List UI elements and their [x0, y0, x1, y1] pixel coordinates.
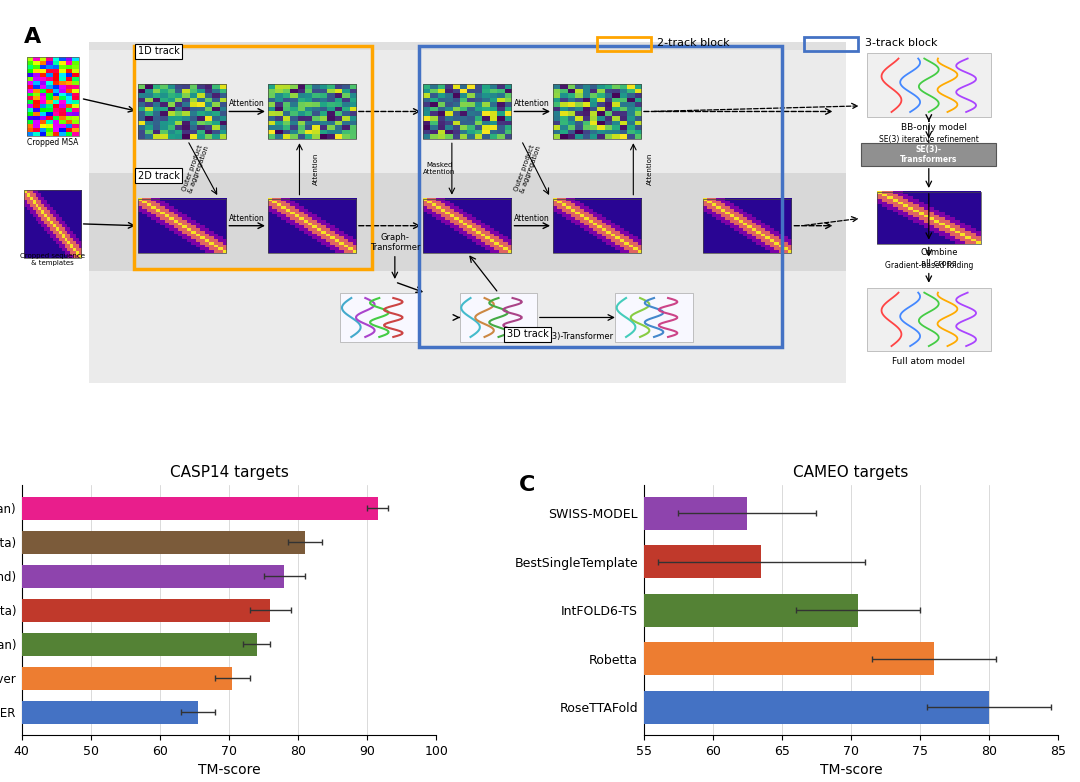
Bar — [423, 199, 512, 253]
Title: CASP14 targets: CASP14 targets — [170, 465, 288, 480]
Text: Attention: Attention — [514, 99, 550, 108]
Bar — [703, 199, 792, 253]
Bar — [597, 37, 651, 51]
Bar — [866, 53, 991, 117]
Bar — [644, 642, 934, 675]
Bar — [423, 84, 512, 138]
Bar — [340, 293, 418, 342]
Text: Gradient-based folding: Gradient-based folding — [885, 260, 973, 270]
Text: Attention: Attention — [514, 214, 550, 224]
Bar — [460, 293, 538, 342]
Text: Graph-
Transformer: Graph- Transformer — [369, 232, 420, 252]
Bar — [22, 531, 305, 554]
Bar — [22, 633, 257, 656]
Text: 2-track block: 2-track block — [657, 38, 730, 48]
Bar — [644, 545, 761, 578]
Bar — [862, 143, 996, 166]
Text: 3-track block: 3-track block — [864, 38, 937, 48]
Bar — [138, 199, 227, 253]
Bar — [22, 565, 284, 588]
Bar — [22, 497, 378, 520]
Bar — [644, 497, 747, 529]
Bar — [805, 37, 859, 51]
Text: 3D track: 3D track — [507, 329, 549, 339]
X-axis label: TM-score: TM-score — [820, 763, 882, 777]
Bar — [553, 199, 642, 253]
Bar — [22, 701, 198, 723]
Bar — [22, 599, 270, 622]
Text: Combine
all crops: Combine all crops — [920, 248, 958, 267]
Text: Attention: Attention — [229, 214, 265, 224]
Bar — [22, 666, 232, 690]
Bar — [134, 46, 372, 269]
Text: Outer product
& aggregation: Outer product & aggregation — [181, 143, 211, 195]
X-axis label: TM-score: TM-score — [198, 763, 260, 777]
Text: 2D track: 2D track — [138, 171, 179, 181]
Bar — [419, 46, 782, 347]
Bar — [268, 84, 356, 138]
Bar — [89, 271, 846, 383]
Text: Attention: Attention — [647, 152, 653, 185]
Bar — [644, 594, 858, 626]
Text: Cropped sequence
& templates: Cropped sequence & templates — [21, 253, 85, 266]
Text: SE(3)-
Transformers: SE(3)- Transformers — [900, 145, 958, 164]
Bar — [24, 190, 81, 257]
Text: BB-only model: BB-only model — [901, 123, 967, 131]
Bar — [27, 57, 79, 136]
Bar — [268, 199, 356, 253]
Bar — [644, 691, 989, 723]
Text: Full atom model: Full atom model — [892, 357, 966, 366]
Title: CAMEO targets: CAMEO targets — [794, 465, 908, 480]
Text: Outer product
& aggregation: Outer product & aggregation — [513, 143, 542, 195]
Text: Cropped MSA: Cropped MSA — [27, 138, 79, 147]
Bar — [89, 174, 846, 271]
Bar — [553, 84, 642, 138]
Text: 1D track: 1D track — [138, 46, 179, 56]
Bar — [877, 192, 981, 245]
Text: Masked
Attention: Masked Attention — [423, 163, 456, 175]
Bar — [89, 42, 846, 383]
Bar — [616, 293, 693, 342]
Text: SE(3) iterative refinement: SE(3) iterative refinement — [879, 135, 978, 144]
Text: SE(3)-Transformer: SE(3)-Transformer — [539, 332, 613, 342]
Bar — [866, 288, 991, 351]
Text: Attention: Attention — [313, 152, 319, 185]
Text: C: C — [519, 475, 536, 496]
Text: Attention: Attention — [229, 99, 265, 108]
Text: A: A — [24, 27, 41, 47]
Bar — [89, 50, 846, 174]
Bar — [138, 84, 227, 138]
